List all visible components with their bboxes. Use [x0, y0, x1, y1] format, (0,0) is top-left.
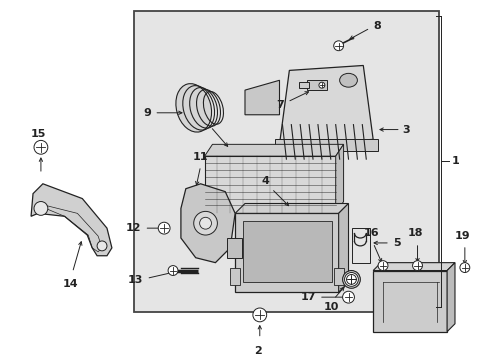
- Circle shape: [168, 266, 178, 275]
- Bar: [235, 213, 338, 292]
- Polygon shape: [338, 203, 348, 292]
- Circle shape: [34, 140, 48, 154]
- Text: 18: 18: [407, 228, 423, 238]
- Text: 4: 4: [261, 176, 269, 186]
- Polygon shape: [244, 80, 279, 115]
- Circle shape: [252, 308, 266, 322]
- Text: 7: 7: [276, 100, 284, 110]
- Circle shape: [346, 274, 356, 284]
- Circle shape: [377, 261, 387, 270]
- Text: 2: 2: [253, 346, 261, 356]
- Polygon shape: [335, 144, 343, 213]
- Text: 17: 17: [300, 292, 315, 302]
- Circle shape: [459, 263, 469, 273]
- Text: 12: 12: [126, 223, 141, 233]
- Circle shape: [333, 41, 343, 51]
- Circle shape: [344, 273, 358, 286]
- Text: 19: 19: [454, 231, 470, 241]
- Text: 14: 14: [62, 279, 78, 289]
- Polygon shape: [204, 144, 343, 156]
- Bar: [306, 80, 326, 90]
- Bar: [299, 82, 308, 88]
- Bar: [204, 156, 335, 213]
- Polygon shape: [279, 66, 372, 144]
- Polygon shape: [31, 184, 112, 256]
- Text: 1: 1: [451, 156, 459, 166]
- Text: 8: 8: [372, 21, 380, 31]
- Ellipse shape: [176, 84, 211, 132]
- Text: 13: 13: [128, 275, 143, 285]
- Circle shape: [193, 211, 217, 235]
- Text: 9: 9: [143, 108, 151, 118]
- Bar: [243, 221, 331, 282]
- Text: 6: 6: [202, 113, 210, 123]
- Polygon shape: [181, 184, 235, 263]
- Bar: [372, 270, 446, 332]
- Bar: [133, 11, 438, 312]
- Bar: [333, 267, 343, 285]
- Circle shape: [342, 291, 354, 303]
- Text: 15: 15: [30, 129, 45, 139]
- Text: 3: 3: [402, 125, 409, 135]
- Text: 5: 5: [392, 238, 400, 248]
- Polygon shape: [372, 263, 454, 270]
- Polygon shape: [235, 203, 348, 213]
- Circle shape: [412, 261, 422, 270]
- Circle shape: [158, 222, 170, 234]
- Text: 11: 11: [192, 152, 208, 162]
- Ellipse shape: [339, 73, 357, 87]
- Bar: [352, 228, 369, 263]
- Circle shape: [199, 217, 211, 229]
- Circle shape: [342, 270, 360, 288]
- Text: 16: 16: [363, 228, 378, 238]
- Circle shape: [318, 82, 324, 88]
- Circle shape: [34, 202, 48, 215]
- Bar: [227, 238, 242, 258]
- Circle shape: [97, 241, 107, 251]
- Bar: [230, 267, 240, 285]
- Bar: [274, 139, 377, 151]
- Text: 10: 10: [324, 302, 339, 312]
- Polygon shape: [446, 263, 454, 332]
